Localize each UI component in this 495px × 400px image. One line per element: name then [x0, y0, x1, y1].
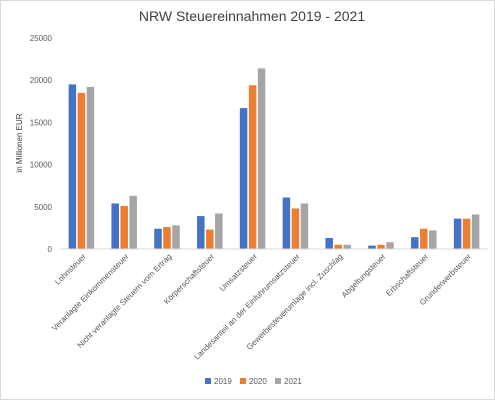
bar-2020-2	[163, 227, 171, 249]
y-axis-ticks: 0 5000 10000 15000 20000 25000	[30, 34, 53, 254]
bar-2020-1	[120, 205, 128, 249]
legend-label-2021: 2021	[284, 377, 302, 386]
bars-group	[68, 68, 480, 250]
x-tick-label: Abgeltungsteuer	[340, 252, 388, 300]
bar-2019-5	[282, 197, 291, 249]
bar-2021-9	[471, 214, 480, 249]
bar-2019-4	[239, 108, 248, 249]
bar-2019-6	[325, 238, 333, 249]
bar-2021-6	[343, 244, 351, 249]
bar-2020-6	[334, 244, 342, 249]
bar-2020-7	[377, 244, 385, 249]
x-tick-label: Umsatzsteuer	[218, 252, 259, 293]
bar-2019-2	[154, 228, 162, 249]
y-tick-label: 25000	[30, 34, 53, 43]
bar-2021-0	[86, 86, 95, 250]
y-tick-label: 15000	[30, 118, 53, 127]
bar-2020-9	[462, 218, 471, 249]
bar-2019-8	[411, 237, 419, 249]
legend-swatch-2021	[275, 378, 281, 384]
bar-2020-0	[77, 92, 86, 249]
x-tick-label: Gewerbesteuerumlage incl. Zuschlag	[245, 252, 345, 352]
bar-2021-7	[386, 242, 394, 249]
bar-2019-1	[111, 203, 119, 249]
bar-2019-7	[368, 245, 376, 249]
bar-2021-2	[172, 225, 180, 249]
x-tick-label: Lohnsteuer	[53, 252, 88, 287]
bar-2020-5	[291, 208, 300, 249]
legend-label-2019: 2019	[214, 377, 232, 386]
legend-swatch-2020	[240, 378, 246, 384]
y-tick-label: 20000	[30, 76, 53, 85]
y-tick-label: 0	[48, 245, 53, 254]
bar-2019-0	[68, 84, 77, 249]
bar-2020-3	[206, 229, 214, 249]
bar-2021-4	[257, 68, 266, 249]
legend-swatch-2019	[205, 378, 211, 384]
bar-2020-8	[420, 228, 428, 249]
legend: 2019 2020 2021	[205, 377, 302, 386]
x-tick-label: Erbschaftsteuer	[384, 252, 430, 298]
x-tick-label: Veranlagte Einkommensteuer	[50, 252, 131, 333]
chart-title: NRW Steuereinnahmen 2019 - 2021	[139, 8, 365, 24]
bar-2021-3	[215, 213, 223, 249]
bar-2019-3	[197, 216, 205, 249]
x-tick-label: Nicht veranlagte Steuern vom Ertrag	[76, 252, 174, 350]
y-tick-label: 5000	[34, 203, 52, 212]
bar-2020-4	[248, 85, 257, 249]
bar-2021-8	[429, 230, 437, 249]
bar-2021-1	[129, 195, 137, 249]
y-tick-label: 10000	[30, 161, 53, 170]
y-axis-label: in Millionen EUR	[15, 113, 24, 172]
legend-label-2020: 2020	[249, 377, 267, 386]
bar-2021-5	[300, 203, 309, 249]
bar-2019-9	[453, 218, 462, 249]
